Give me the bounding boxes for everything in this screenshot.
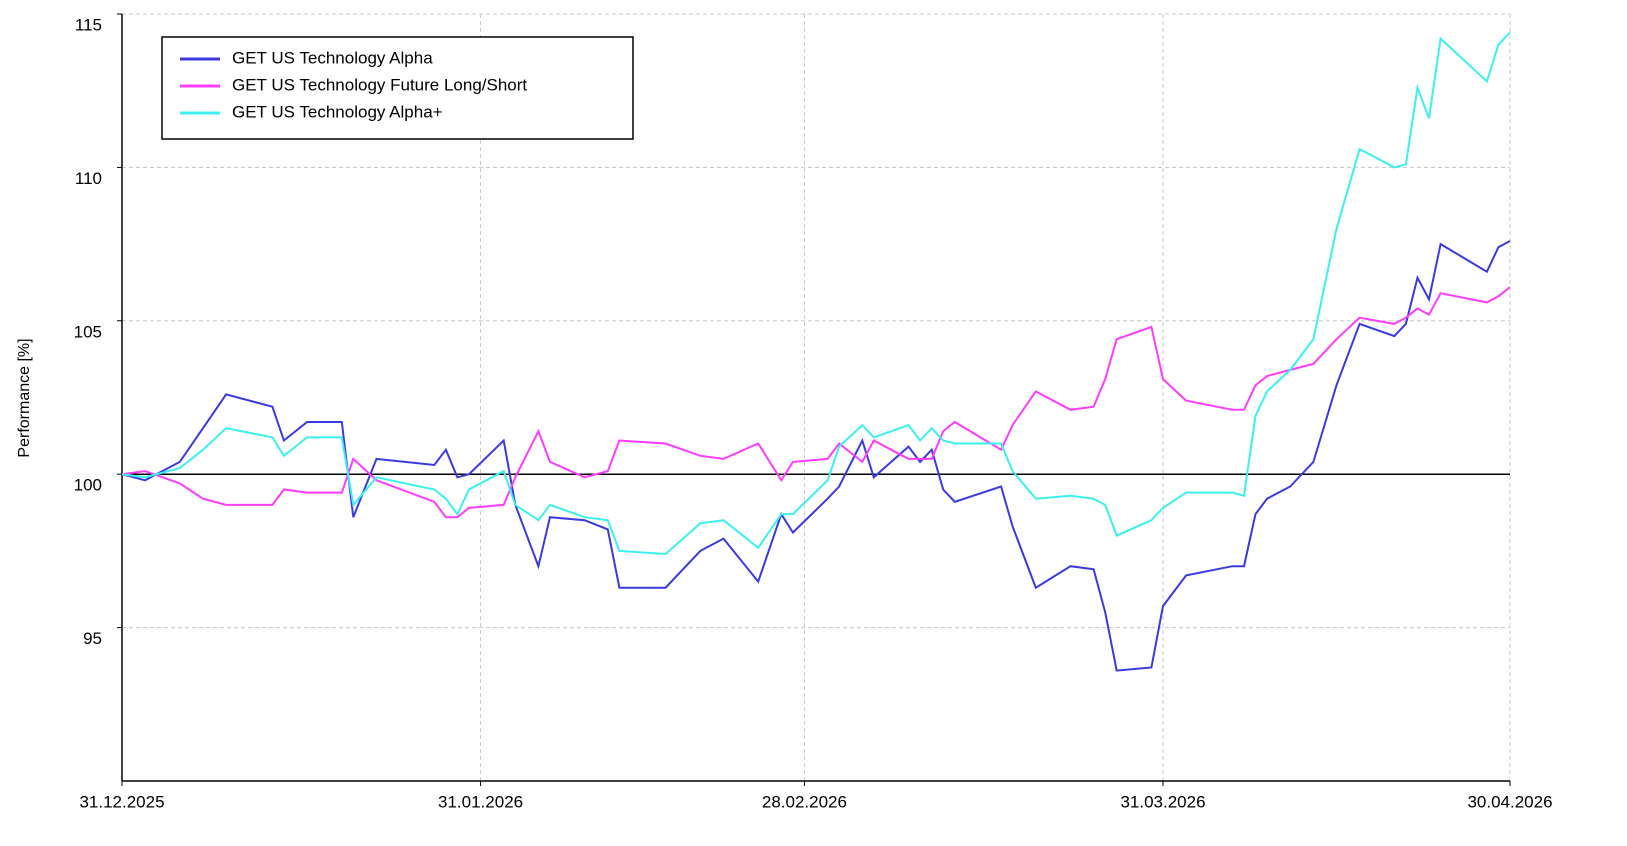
y-tick-label: 110 <box>75 169 102 188</box>
y-axis-label: Performance [%] <box>16 338 33 457</box>
legend-label: GET US Technology Alpha <box>232 48 433 67</box>
legend-label: GET US Technology Alpha+ <box>232 102 443 121</box>
series-line <box>121 286 1511 519</box>
legend: GET US Technology Alpha GET US Technology… <box>161 36 634 140</box>
x-tick-label: 31.12.2025 <box>79 792 164 811</box>
y-tick-label: 100 <box>74 476 102 495</box>
y-tick-label: 115 <box>75 15 102 34</box>
y-tick-label: 95 <box>83 629 102 648</box>
y-tick-label: 105 <box>74 322 102 341</box>
x-tick-label: 30.04.2026 <box>1467 792 1552 811</box>
x-tick-label: 31.03.2026 <box>1120 792 1205 811</box>
legend-box <box>161 36 634 140</box>
x-tick-label: 28.02.2026 <box>762 792 847 811</box>
series-line <box>121 240 1511 672</box>
x-tick-label: 31.01.2026 <box>438 792 523 811</box>
legend-label: GET US Technology Future Long/Short <box>232 75 527 94</box>
series-line <box>121 31 1511 556</box>
